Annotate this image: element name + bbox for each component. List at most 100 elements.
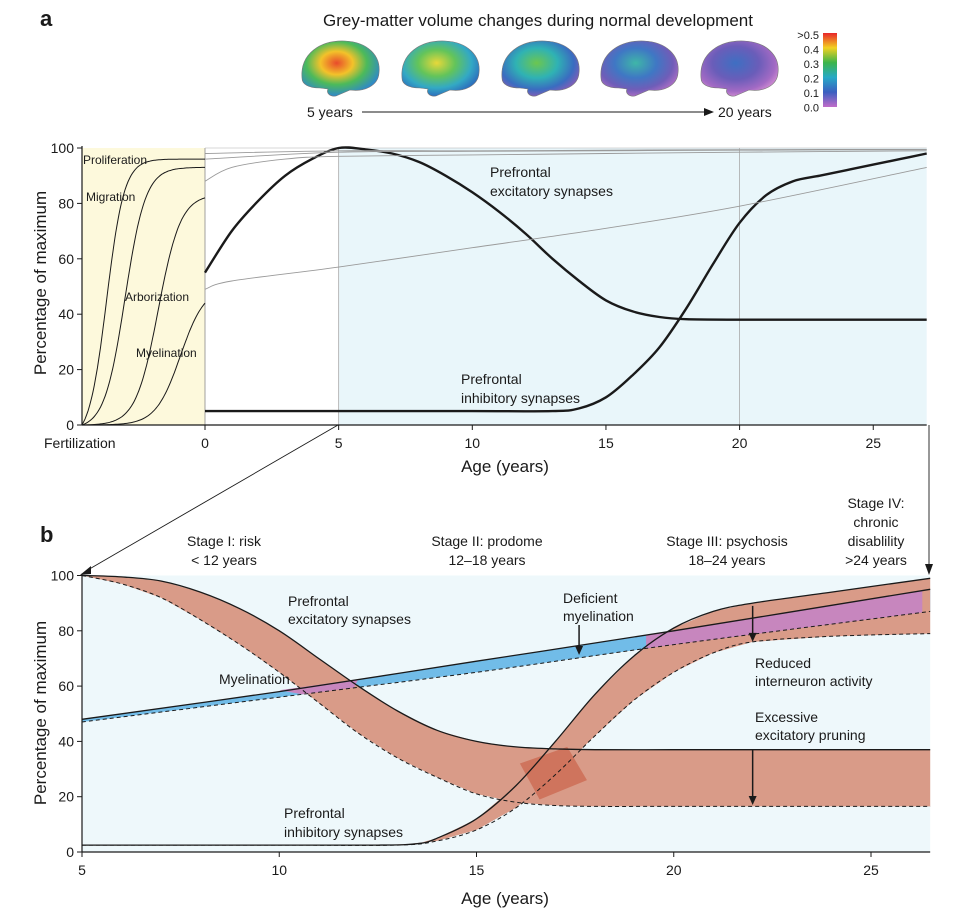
inhibitory-label-b-1: Prefrontal [284,805,345,821]
deficient-label-2: myelination [563,608,634,624]
x-tick-label-b: 20 [666,862,682,878]
panel-a: a Grey-matter volume changes during norm… [31,6,927,476]
myelination-deficit-band [82,589,931,722]
x-tick-label-b: 25 [863,862,879,878]
panel-a-ylabel: Percentage of maximum [31,191,50,375]
brain-end-label: 20 years [718,104,772,120]
y-tick-label-b: 40 [58,733,74,749]
adolescent-region [338,148,927,425]
brain-map-1 [301,40,380,97]
brain-title: Grey-matter volume changes during normal… [323,11,753,30]
colorbar-tick-label: 0.2 [804,74,819,86]
y-tick-label-b: 20 [58,789,74,805]
panel-b-ylabel: Percentage of maximum [31,621,50,805]
series-b-prefrontal-excitatory-synapses-impaired- [81,575,931,807]
colorbar-tick-label: 0.3 [804,59,819,71]
stage-1-line: Stage I: risk [187,533,262,549]
series-prefrontal-excitatory-synapses [203,146,927,321]
colorbar-tick-label: 0.0 [804,103,819,115]
y-tick-label: 100 [51,140,75,156]
panel-a-letter: a [40,6,53,31]
zoom-arrowhead-right-icon [925,564,933,575]
x-tick-label-b: 10 [271,862,287,878]
arborization-label: Arborization [125,290,189,304]
x-tick-label: 0 [201,435,209,451]
series-migration [204,149,927,160]
series-b-myelination-impaired- [81,610,931,723]
x-tick-label-b: 5 [78,862,86,878]
excitatory-label-a-1: Prefrontal [490,164,551,180]
zoom-arrowhead-left-icon [80,566,91,575]
x-tick-label: 10 [465,435,481,451]
myelin-inhibitory-overlap [646,590,923,649]
pruning-label-2: excitatory pruning [755,727,866,743]
series-b-prefrontal-inhibitory-synapses-impaired- [82,633,931,846]
x-tick-label-b: 15 [469,862,485,878]
stage-3-line: 18–24 years [688,552,765,568]
plot-a: 0 20 40 60 80 100 0 5 10 15 20 25 [51,140,927,451]
y-tick-label: 20 [58,362,74,378]
stage-4-line: >24 years [845,552,907,568]
series-b-prefrontal-excitatory-synapses [81,574,931,751]
pruning-label-1: Excessive [755,709,818,725]
arborization-curve [81,197,206,426]
x-tick-label: 5 [335,435,343,451]
brain-map-3 [501,40,580,97]
y-tick-label-b: 100 [51,568,75,584]
proliferation-label: Proliferation [83,153,147,167]
migration-curve [81,166,205,426]
colorbar-tick-label: 0.4 [804,45,819,57]
early-development-region [82,148,205,425]
myelination-prenatal-curve [81,302,206,426]
series-arborization [204,150,927,182]
panel-b: b Stage I: risk < 12 years Stage II: prodo… [31,495,931,908]
reduced-label-2: interneuron activity [755,673,873,689]
excitatory-label-b-2: excitatory synapses [288,611,411,627]
series-prefrontal-inhibitory-synapses [204,152,927,413]
panel-b-letter: b [40,522,53,547]
x-tick-label: 15 [598,435,614,451]
y-tick-label: 60 [58,251,74,267]
stage-3-line: Stage III: psychosis [666,533,787,549]
series-myelination [204,166,927,290]
brain-map-2 [401,40,480,97]
deficient-myelination-arrow-head-icon [575,646,584,655]
colorbar-tick-label: >0.5 [797,30,819,42]
stage-headers: Stage I: risk < 12 years Stage II: prodome… [187,495,907,568]
myelination-label-a: Myelination [136,346,197,360]
myelination-label-b: Myelination [219,671,290,687]
zoom-line-left [85,424,339,572]
colorbar-labels: >0.5 0.4 0.3 0.2 0.1 0.0 [797,30,819,115]
migration-label: Migration [86,190,135,204]
panel-b-xlabel: Age (years) [461,889,549,908]
fertilization-label: Fertilization [44,435,116,451]
brain-map-4 [600,40,679,97]
y-tick-label: 40 [58,306,74,322]
inhibitory-label-a-2: inhibitory synapses [461,390,580,406]
colorbar-tick-label: 0.1 [804,88,819,100]
plot-b: 0 20 40 60 80 100 5 10 15 20 25 [51,568,931,878]
stage-2-line: 12–18 years [448,552,525,568]
inhibitory-label-b-2: inhibitory synapses [284,824,403,840]
y-tick-label: 80 [58,195,74,211]
y-tick-label-b: 60 [58,678,74,694]
reduced-label-1: Reduced [755,655,811,671]
excitatory-label-b-1: Prefrontal [288,593,349,609]
x-tick-label: 20 [732,435,748,451]
brain-start-label: 5 years [307,104,353,120]
y-tick-label-b: 80 [58,623,74,639]
stage-4-line: Stage IV: [847,495,904,511]
excitatory-label-a-2: excitatory synapses [490,183,613,199]
brain-arrowhead-icon [704,108,714,116]
y-tick-label: 0 [66,417,74,433]
deficient-label-1: Deficient [563,590,618,606]
stage-2-line: Stage II: prodome [431,533,543,549]
stage-1-line: < 12 years [191,552,257,568]
reduced-interneuron-arrow-head-icon [748,632,757,642]
proliferation-curve [81,158,205,426]
inhibitory-label-a-1: Prefrontal [461,371,522,387]
series-proliferation [204,148,927,154]
series-b-myelination [81,588,931,720]
y-tick-label-b: 0 [66,844,74,860]
